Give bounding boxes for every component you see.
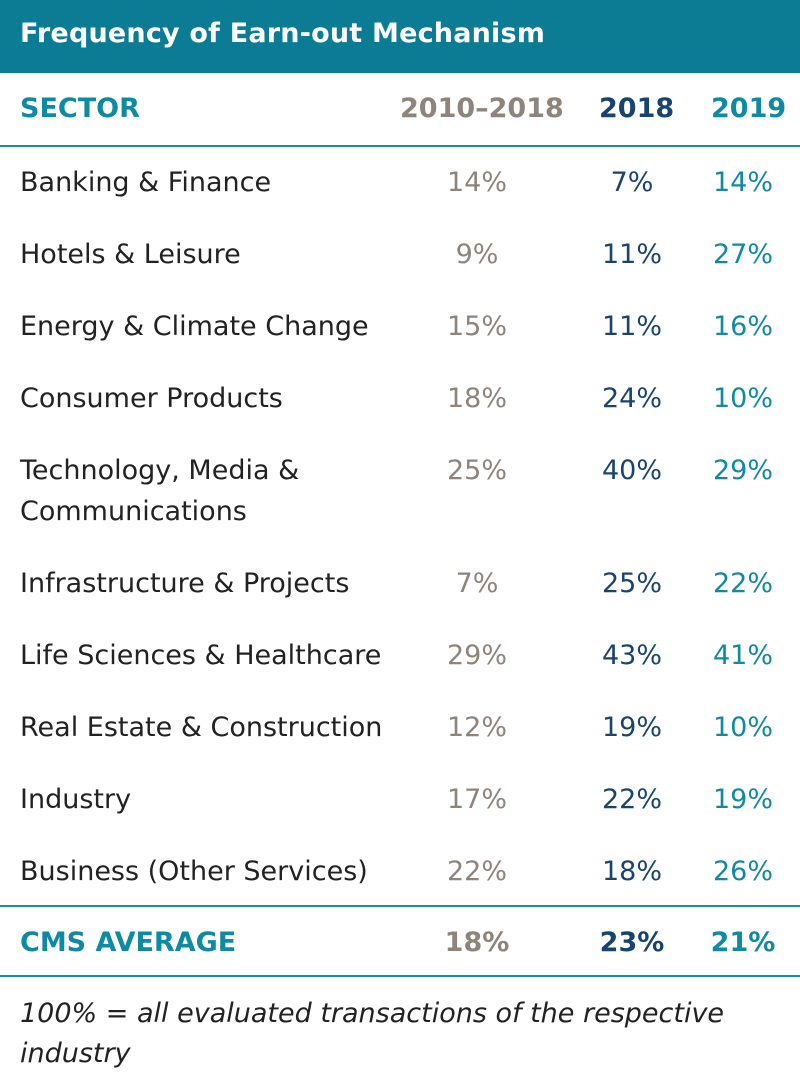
value-2010-2018: 29%	[446, 640, 507, 671]
footer-divider	[0, 975, 800, 977]
sector-label: Business (Other Services)	[20, 856, 368, 887]
value-2018: 11%	[601, 311, 662, 342]
value-2019: 10%	[712, 712, 773, 743]
footnote: 100% = all evaluated transactions of the…	[20, 998, 725, 1069]
value-2018: 18%	[601, 856, 662, 887]
header-2019: 2019	[711, 93, 787, 124]
value-2010-2018: 12%	[446, 712, 507, 743]
value-2019: 10%	[712, 383, 773, 414]
sector-label: Technology, Media & Communications	[20, 455, 300, 527]
value-2010-2018: 14%	[446, 167, 507, 198]
average-2018: 23%	[599, 927, 665, 958]
value-2019: 19%	[712, 784, 773, 815]
sector-label: Banking & Finance	[20, 167, 272, 198]
sector-label: Consumer Products	[20, 383, 283, 414]
sector-label: Hotels & Leisure	[20, 239, 241, 270]
value-2019: 41%	[712, 640, 773, 671]
average-2019: 21%	[710, 927, 776, 958]
value-2018: 7%	[610, 167, 654, 198]
average-divider	[0, 905, 800, 907]
header-2010-2018: 2010–2018	[400, 93, 564, 124]
header-divider	[0, 145, 800, 147]
average-2010-2018: 18%	[444, 927, 510, 958]
value-2010-2018: 17%	[446, 784, 507, 815]
sector-label: Infrastructure & Projects	[20, 568, 350, 599]
value-2018: 19%	[601, 712, 662, 743]
value-2010-2018: 22%	[446, 856, 507, 887]
value-2018: 24%	[601, 383, 662, 414]
sector-label: Industry	[20, 784, 132, 815]
value-2019: 22%	[712, 568, 773, 599]
value-2010-2018: 25%	[446, 455, 507, 486]
chart-title: Frequency of Earn-out Mechanism	[20, 18, 546, 49]
value-2010-2018: 7%	[455, 568, 499, 599]
sector-label: Real Estate & Construction	[20, 712, 383, 743]
value-2018: 40%	[601, 455, 662, 486]
value-2010-2018: 18%	[446, 383, 507, 414]
sector-label: Life Sciences & Healthcare	[20, 640, 382, 671]
value-2019: 29%	[712, 455, 773, 486]
value-2019: 14%	[712, 167, 773, 198]
sector-label: Energy & Climate Change	[20, 311, 369, 342]
value-2018: 11%	[601, 239, 662, 270]
average-label: CMS AVERAGE	[20, 927, 237, 958]
value-2010-2018: 9%	[455, 239, 499, 270]
value-2018: 43%	[601, 640, 662, 671]
value-2019: 16%	[712, 311, 773, 342]
value-2010-2018: 15%	[446, 311, 507, 342]
value-2019: 27%	[712, 239, 773, 270]
value-2019: 26%	[712, 856, 773, 887]
header-sector: SECTOR	[20, 93, 140, 124]
title-bar: Frequency of Earn-out Mechanism	[0, 0, 800, 73]
value-2018: 25%	[601, 568, 662, 599]
header-2018: 2018	[599, 93, 675, 124]
value-2018: 22%	[601, 784, 662, 815]
